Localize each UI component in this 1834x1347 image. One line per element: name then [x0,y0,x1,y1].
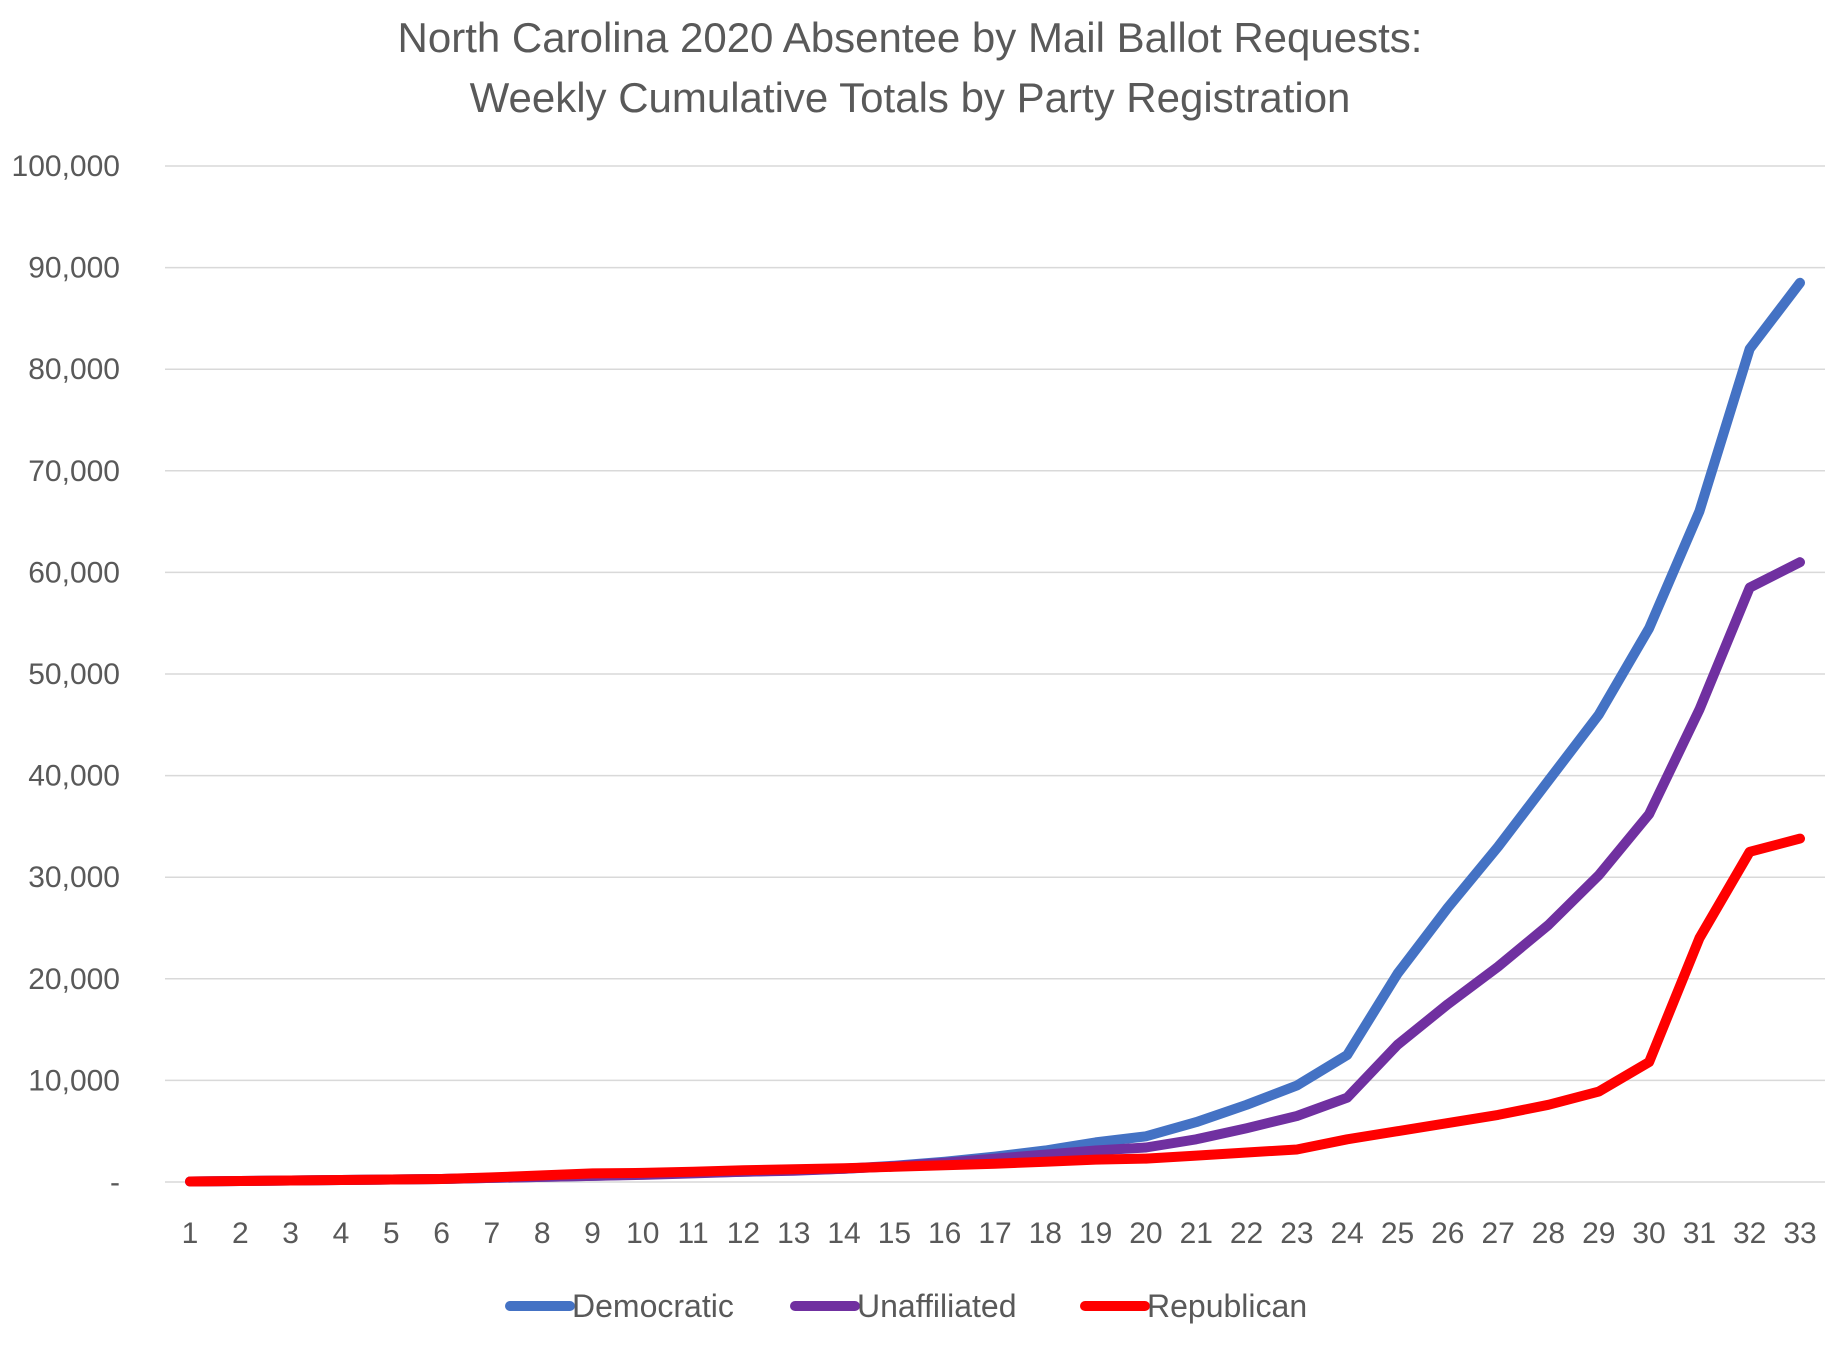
x-tick-label: 22 [1230,1217,1263,1250]
y-tick-label: 30,000 [28,861,120,894]
x-tick-label: 20 [1129,1217,1162,1250]
x-tick-label: 29 [1582,1217,1615,1250]
x-tick-label: 31 [1683,1217,1716,1250]
x-tick-label: 7 [484,1217,501,1250]
x-tick-label: 5 [383,1217,400,1250]
x-tick-label: 12 [727,1217,760,1250]
y-tick-label: 90,000 [28,252,120,285]
legend-label-unaffiliated: Unaffiliated [857,1288,1017,1324]
x-tick-label: 8 [534,1217,551,1250]
x-tick-label: 14 [827,1217,860,1250]
y-tick-label: 50,000 [28,658,120,691]
x-tick-label: 15 [878,1217,911,1250]
x-tick-label: 9 [584,1217,601,1250]
x-tick-label: 13 [777,1217,810,1250]
y-tick-label: 40,000 [28,760,120,793]
x-tick-label: 21 [1180,1217,1213,1250]
series-line-democratic [185,277,1805,1187]
chart-title-line-2: Weekly Cumulative Totals by Party Regist… [470,74,1351,121]
legend-label-democratic: Democratic [572,1288,734,1324]
y-tick-label: 80,000 [28,353,120,386]
x-tick-label: 27 [1481,1217,1514,1250]
x-tick-label: 3 [282,1217,299,1250]
x-tick-label: 26 [1431,1217,1464,1250]
y-tick-label: 60,000 [28,556,120,589]
x-tick-label: 33 [1783,1217,1816,1250]
y-axis-tick-labels: - 10,000 20,000 30,000 40,000 50,000 60,000 70,… [12,150,120,1199]
y-tick-label: 100,000 [12,150,120,183]
x-tick-label: 23 [1280,1217,1313,1250]
series-line-republican [185,833,1805,1187]
x-tick-label: 16 [928,1217,961,1250]
x-tick-label: 24 [1331,1217,1364,1250]
x-tick-label: 10 [626,1217,659,1250]
chart-title-line-1: North Carolina 2020 Absentee by Mail Bal… [398,14,1423,61]
x-tick-label: 32 [1733,1217,1766,1250]
x-tick-label: 18 [1029,1217,1062,1250]
x-tick-label: 19 [1079,1217,1112,1250]
x-axis-tick-labels: 1 2 3 4 5 6 7 8 9 10 11 12 13 14 15 16 17 18 19 20 21 22 23 24 2… [182,1217,1817,1250]
x-tick-label: 28 [1532,1217,1565,1250]
x-tick-label: 25 [1381,1217,1414,1250]
legend: Democratic Unaffiliated Republican [505,1288,1307,1324]
legend-label-republican: Republican [1147,1288,1307,1324]
x-tick-label: 2 [232,1217,249,1250]
chart-title: North Carolina 2020 Absentee by Mail Bal… [398,14,1423,121]
y-tick-label: 20,000 [28,963,120,996]
x-tick-label: 1 [182,1217,199,1250]
y-tick-label: 70,000 [28,455,120,488]
gridlines [165,165,1825,1183]
series-lines [185,277,1805,1187]
y-tick-label: - [110,1166,120,1199]
series-line-unaffiliated [185,557,1805,1187]
x-tick-label: 4 [333,1217,350,1250]
x-tick-label: 6 [433,1217,450,1250]
x-tick-label: 17 [978,1217,1011,1250]
x-tick-label: 30 [1632,1217,1665,1250]
x-tick-label: 11 [678,1217,709,1250]
y-tick-label: 10,000 [28,1064,120,1097]
